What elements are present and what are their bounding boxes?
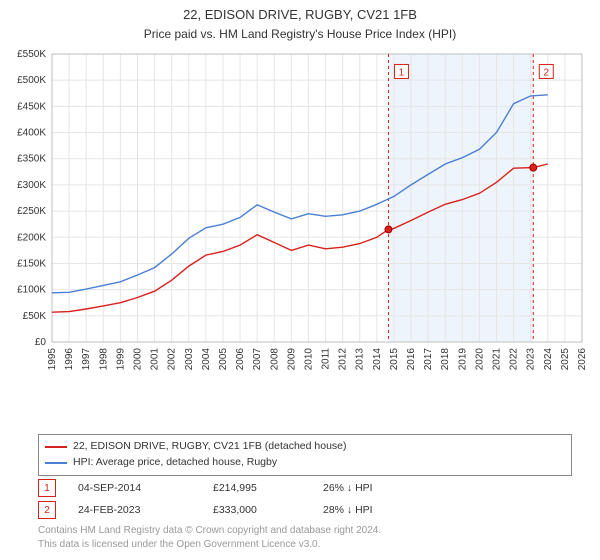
svg-text:2010: 2010 [303,348,314,371]
svg-text:2001: 2001 [150,348,161,371]
svg-text:£250K: £250K [17,206,46,217]
svg-text:£450K: £450K [17,101,46,112]
sales-table: 1 04-SEP-2014 £214,995 26% ↓ HPI 2 24-FE… [38,477,558,521]
svg-text:2018: 2018 [440,348,451,371]
sale-marker-1: 1 [38,479,56,497]
svg-text:2004: 2004 [201,348,212,371]
svg-text:2015: 2015 [389,348,400,371]
footer-attribution: Contains HM Land Registry data © Crown c… [38,524,381,551]
legend-box: 22, EDISON DRIVE, RUGBY, CV21 1FB (detac… [38,434,572,476]
svg-text:£300K: £300K [17,180,46,191]
sale-price-2: £333,000 [213,504,323,516]
svg-text:£200K: £200K [17,232,46,243]
svg-text:1996: 1996 [64,348,75,371]
svg-text:2022: 2022 [509,348,520,371]
svg-text:£0: £0 [35,337,47,348]
svg-text:2: 2 [543,67,549,78]
svg-text:£500K: £500K [17,75,46,86]
legend-row-price: 22, EDISON DRIVE, RUGBY, CV21 1FB (detac… [45,439,565,455]
svg-text:2009: 2009 [286,348,297,371]
svg-text:2019: 2019 [457,348,468,371]
svg-text:2026: 2026 [577,348,588,371]
chart-area: £0£50K£100K£150K£200K£250K£300K£350K£400… [52,48,582,388]
chart-title: 22, EDISON DRIVE, RUGBY, CV21 1FB [0,6,600,24]
svg-text:2020: 2020 [474,348,485,371]
svg-text:1995: 1995 [47,348,58,371]
svg-text:£400K: £400K [17,128,46,139]
svg-text:2013: 2013 [355,348,366,371]
svg-text:2024: 2024 [543,348,554,371]
sale-date-2: 24-FEB-2023 [78,504,213,516]
title-block: 22, EDISON DRIVE, RUGBY, CV21 1FB Price … [0,0,600,42]
svg-text:2000: 2000 [132,348,143,371]
svg-text:2014: 2014 [372,348,383,371]
sale-row-1: 1 04-SEP-2014 £214,995 26% ↓ HPI [38,477,558,499]
svg-text:2021: 2021 [492,348,503,371]
svg-text:2005: 2005 [218,348,229,371]
svg-text:2006: 2006 [235,348,246,371]
svg-text:2023: 2023 [526,348,537,371]
sale-row-2: 2 24-FEB-2023 £333,000 28% ↓ HPI [38,499,558,521]
svg-text:1999: 1999 [115,348,126,371]
svg-text:2025: 2025 [560,348,571,371]
sale-marker-2: 2 [38,501,56,519]
svg-text:2002: 2002 [167,348,178,371]
svg-text:2016: 2016 [406,348,417,371]
legend-swatch-price [45,446,67,448]
footer-line-2: This data is licensed under the Open Gov… [38,538,381,552]
svg-text:1998: 1998 [98,348,109,371]
svg-text:2012: 2012 [338,348,349,371]
svg-text:2007: 2007 [252,348,263,371]
legend-row-hpi: HPI: Average price, detached house, Rugb… [45,455,565,471]
legend-label-hpi: HPI: Average price, detached house, Rugb… [73,455,277,471]
svg-text:1997: 1997 [81,348,92,371]
svg-text:2017: 2017 [423,348,434,371]
legend-swatch-hpi [45,462,67,464]
svg-text:2003: 2003 [184,348,195,371]
svg-text:£550K: £550K [17,49,46,60]
svg-text:2011: 2011 [321,348,332,370]
sale-delta-2: 28% ↓ HPI [323,504,433,516]
sale-price-1: £214,995 [213,482,323,494]
svg-text:£150K: £150K [17,258,46,269]
sale-date-1: 04-SEP-2014 [78,482,213,494]
svg-text:1: 1 [399,67,405,78]
legend-label-price: 22, EDISON DRIVE, RUGBY, CV21 1FB (detac… [73,439,347,455]
chart-subtitle: Price paid vs. HM Land Registry's House … [0,26,600,42]
svg-text:2008: 2008 [269,348,280,371]
svg-text:£100K: £100K [17,285,46,296]
footer-line-1: Contains HM Land Registry data © Crown c… [38,524,381,538]
chart-svg: £0£50K£100K£150K£200K£250K£300K£350K£400… [52,48,582,388]
svg-text:£350K: £350K [17,154,46,165]
svg-text:£50K: £50K [23,311,47,322]
sale-delta-1: 26% ↓ HPI [323,482,433,494]
figure-root: 22, EDISON DRIVE, RUGBY, CV21 1FB Price … [0,0,600,560]
